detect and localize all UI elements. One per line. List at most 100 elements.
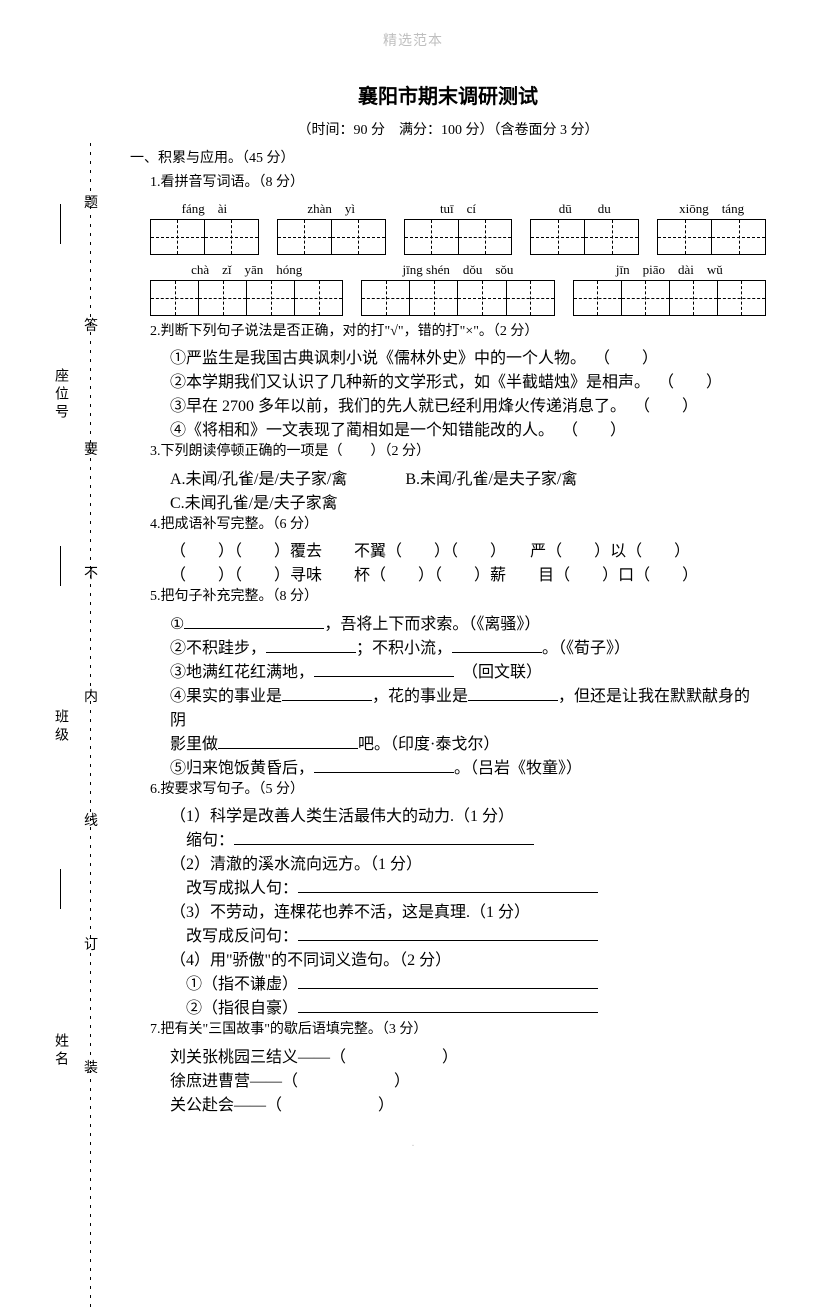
gutter-mark: 答 bbox=[84, 315, 98, 335]
q3-b: B.未闻/孔雀/是夫子家/禽 bbox=[405, 471, 577, 488]
q7-2: 徐庶进曹营——（ ） bbox=[170, 1067, 766, 1091]
gutter-marks: 装 订 线 内 不 要 答 题 bbox=[82, 140, 100, 1129]
q2-item: ③早在 2700 多年以前，我们的先人就已经利用烽火传递消息了。 （ ） bbox=[170, 392, 766, 416]
q6-head: 6.按要求写句子。（5 分） bbox=[150, 778, 766, 803]
tianzige-cell bbox=[459, 219, 513, 255]
q1-pinyin-row1: fáng ài zhàn yì tuī cí dū du xiōng táng bbox=[150, 198, 766, 217]
q6-4b: ②（指很自豪） bbox=[186, 994, 766, 1018]
q3-head: 3.下列朗读停顿正确的一项是（ ）（2 分） bbox=[150, 440, 766, 465]
q2-head: 2.判断下列句子说法是否正确，对的打"√"，错的打"×"。（2 分） bbox=[150, 320, 766, 345]
q6-3a: 改写成反问句： bbox=[186, 922, 766, 946]
tianzige-cell bbox=[295, 280, 343, 316]
tianzige-group bbox=[657, 219, 766, 255]
q5-4b: 影里做吧。（印度·泰戈尔） bbox=[170, 730, 766, 754]
q3-options: A.未闻/孔雀/是/夫子家/禽 B.未闻/孔雀/是夫子家/禽 bbox=[170, 465, 766, 489]
tianzige-cell bbox=[150, 280, 199, 316]
gutter-mark: 不 bbox=[84, 563, 98, 583]
gutter-label-seat: 座位号 bbox=[50, 368, 70, 422]
q4-line2: （ ）（ ）寻味 杯（ ）（ ）薪 目（ ）口（ ） bbox=[170, 561, 766, 585]
watermark-header: 精选范本 bbox=[0, 30, 826, 50]
q6-3: （3）不劳动，连棵花也养不活，这是真理.（1 分） bbox=[170, 898, 766, 922]
binding-gutter: 姓名 班级 座位号 bbox=[40, 140, 120, 1129]
q3-c: C.未闻孔雀/是/夫子家禽 bbox=[170, 489, 766, 513]
gutter-mark: 内 bbox=[84, 686, 98, 706]
q2-item: ①严监生是我国古典讽刺小说《儒林外史》中的一个人物。 （ ） bbox=[170, 344, 766, 368]
gutter-mark: 线 bbox=[84, 810, 98, 830]
page-title: 襄阳市期末调研测试 bbox=[130, 80, 766, 109]
q3-a: A.未闻/孔雀/是/夫子家/禽 bbox=[170, 471, 347, 488]
tianzige-cell bbox=[622, 280, 670, 316]
section-1: 一、积累与应用。（45 分） bbox=[130, 147, 766, 167]
q6-4a: ①（指不谦虚） bbox=[186, 970, 766, 994]
tianzige-cell bbox=[585, 219, 639, 255]
q2-item: ②本学期我们又认识了几种新的文学形式，如《半截蜡烛》是相声。 （ ） bbox=[170, 368, 766, 392]
q7-1: 刘关张桃园三结义——（ ） bbox=[170, 1043, 766, 1067]
q1-head: 1.看拼音写词语。（8 分） bbox=[150, 171, 766, 196]
tianzige-cell bbox=[670, 280, 718, 316]
gutter-labels: 姓名 班级 座位号 bbox=[40, 140, 80, 1129]
tianzige-cell bbox=[332, 219, 386, 255]
tianzige-cell bbox=[361, 280, 410, 316]
tianzige-cell bbox=[247, 280, 295, 316]
tianzige-cell bbox=[530, 219, 585, 255]
gutter-label-name: 姓名 bbox=[50, 1033, 70, 1069]
tianzige-group bbox=[361, 280, 554, 316]
exam-info: （时间：90 分 满分：100 分）（含卷面分 3 分） bbox=[130, 119, 766, 139]
pinyin-label: zhàn yì bbox=[277, 198, 386, 217]
tianzige-cell bbox=[507, 280, 555, 316]
pinyin-label: jīn piāo dài wǔ bbox=[573, 259, 766, 278]
q5-3: ③地满红花红满地， （回文联） bbox=[170, 658, 766, 682]
q6-1a: 缩句： bbox=[186, 826, 766, 850]
gutter-mark: 装 bbox=[84, 1057, 98, 1077]
watermark-footer: . bbox=[0, 1138, 826, 1149]
tianzige-group bbox=[150, 280, 343, 316]
q6-1: （1）科学是改善人类生活最伟大的动力.（1 分） bbox=[170, 802, 766, 826]
tianzige-cell bbox=[410, 280, 458, 316]
pinyin-label: jīng shén dǒu sǒu bbox=[361, 259, 554, 278]
q2-item: ④《将相和》一文表现了蔺相如是一个知错能改的人。 （ ） bbox=[170, 416, 766, 440]
tianzige-cell bbox=[404, 219, 459, 255]
tianzige-cell bbox=[657, 219, 712, 255]
q5-4: ④果实的事业是，花的事业是，但还是让我在默默献身的阴 bbox=[170, 682, 766, 730]
q5-5: ⑤归来饱饭黄昏后，。（吕岩《牧童》） bbox=[170, 754, 766, 778]
gutter-mark: 订 bbox=[84, 934, 98, 954]
gutter-mark: 要 bbox=[84, 439, 98, 459]
pinyin-label: chà zǐ yān hóng bbox=[150, 259, 343, 278]
q6-4: （4）用"骄傲"的不同词义造句。（2 分） bbox=[170, 946, 766, 970]
pinyin-label: xiōng táng bbox=[657, 198, 766, 217]
tianzige-cell bbox=[277, 219, 332, 255]
gutter-mark: 题 bbox=[84, 192, 98, 212]
tianzige-cell bbox=[458, 280, 506, 316]
tianzige-cell bbox=[150, 219, 205, 255]
tianzige-cell bbox=[718, 280, 766, 316]
q1-pinyin-row2: chà zǐ yān hóng jīng shén dǒu sǒu jīn pi… bbox=[150, 259, 766, 278]
tianzige-cell bbox=[573, 280, 622, 316]
q7-3: 关公赴会——（ ） bbox=[170, 1091, 766, 1115]
q5-1: ①，吾将上下而求索。（《离骚》） bbox=[170, 610, 766, 634]
tianzige-cell bbox=[199, 280, 247, 316]
gutter-underline bbox=[60, 204, 61, 244]
tianzige-cell bbox=[205, 219, 259, 255]
q5-2: ②不积跬步，；不积小流，。（《荀子》） bbox=[170, 634, 766, 658]
gutter-underline bbox=[60, 546, 61, 586]
tianzige-group bbox=[404, 219, 513, 255]
q4-line1: （ ）（ ）覆去 不翼（ ）（ ） 严（ ）以（ ） bbox=[170, 537, 766, 561]
q1-box-row2 bbox=[150, 280, 766, 316]
q1-box-row1 bbox=[150, 219, 766, 255]
exam-page: 精选范本 . 姓名 班级 座位号 装 订 线 内 不 要 答 题 襄阳市期末调研… bbox=[0, 0, 826, 1169]
pinyin-label: fáng ài bbox=[150, 198, 259, 217]
tianzige-group bbox=[530, 219, 639, 255]
tianzige-cell bbox=[712, 219, 766, 255]
pinyin-label: tuī cí bbox=[404, 198, 513, 217]
q6-2a: 改写成拟人句： bbox=[186, 874, 766, 898]
q7-head: 7.把有关"三国故事"的歇后语填完整。（3 分） bbox=[150, 1018, 766, 1043]
tianzige-group bbox=[150, 219, 259, 255]
gutter-label-class: 班级 bbox=[50, 709, 70, 745]
tianzige-group bbox=[573, 280, 766, 316]
pinyin-label: dū du bbox=[530, 198, 639, 217]
tianzige-group bbox=[277, 219, 386, 255]
q5-head: 5.把句子补充完整。（8 分） bbox=[150, 585, 766, 610]
q6-2: （2）清澈的溪水流向远方。（1 分） bbox=[170, 850, 766, 874]
gutter-underline bbox=[60, 869, 61, 909]
q4-head: 4.把成语补写完整。（6 分） bbox=[150, 513, 766, 538]
